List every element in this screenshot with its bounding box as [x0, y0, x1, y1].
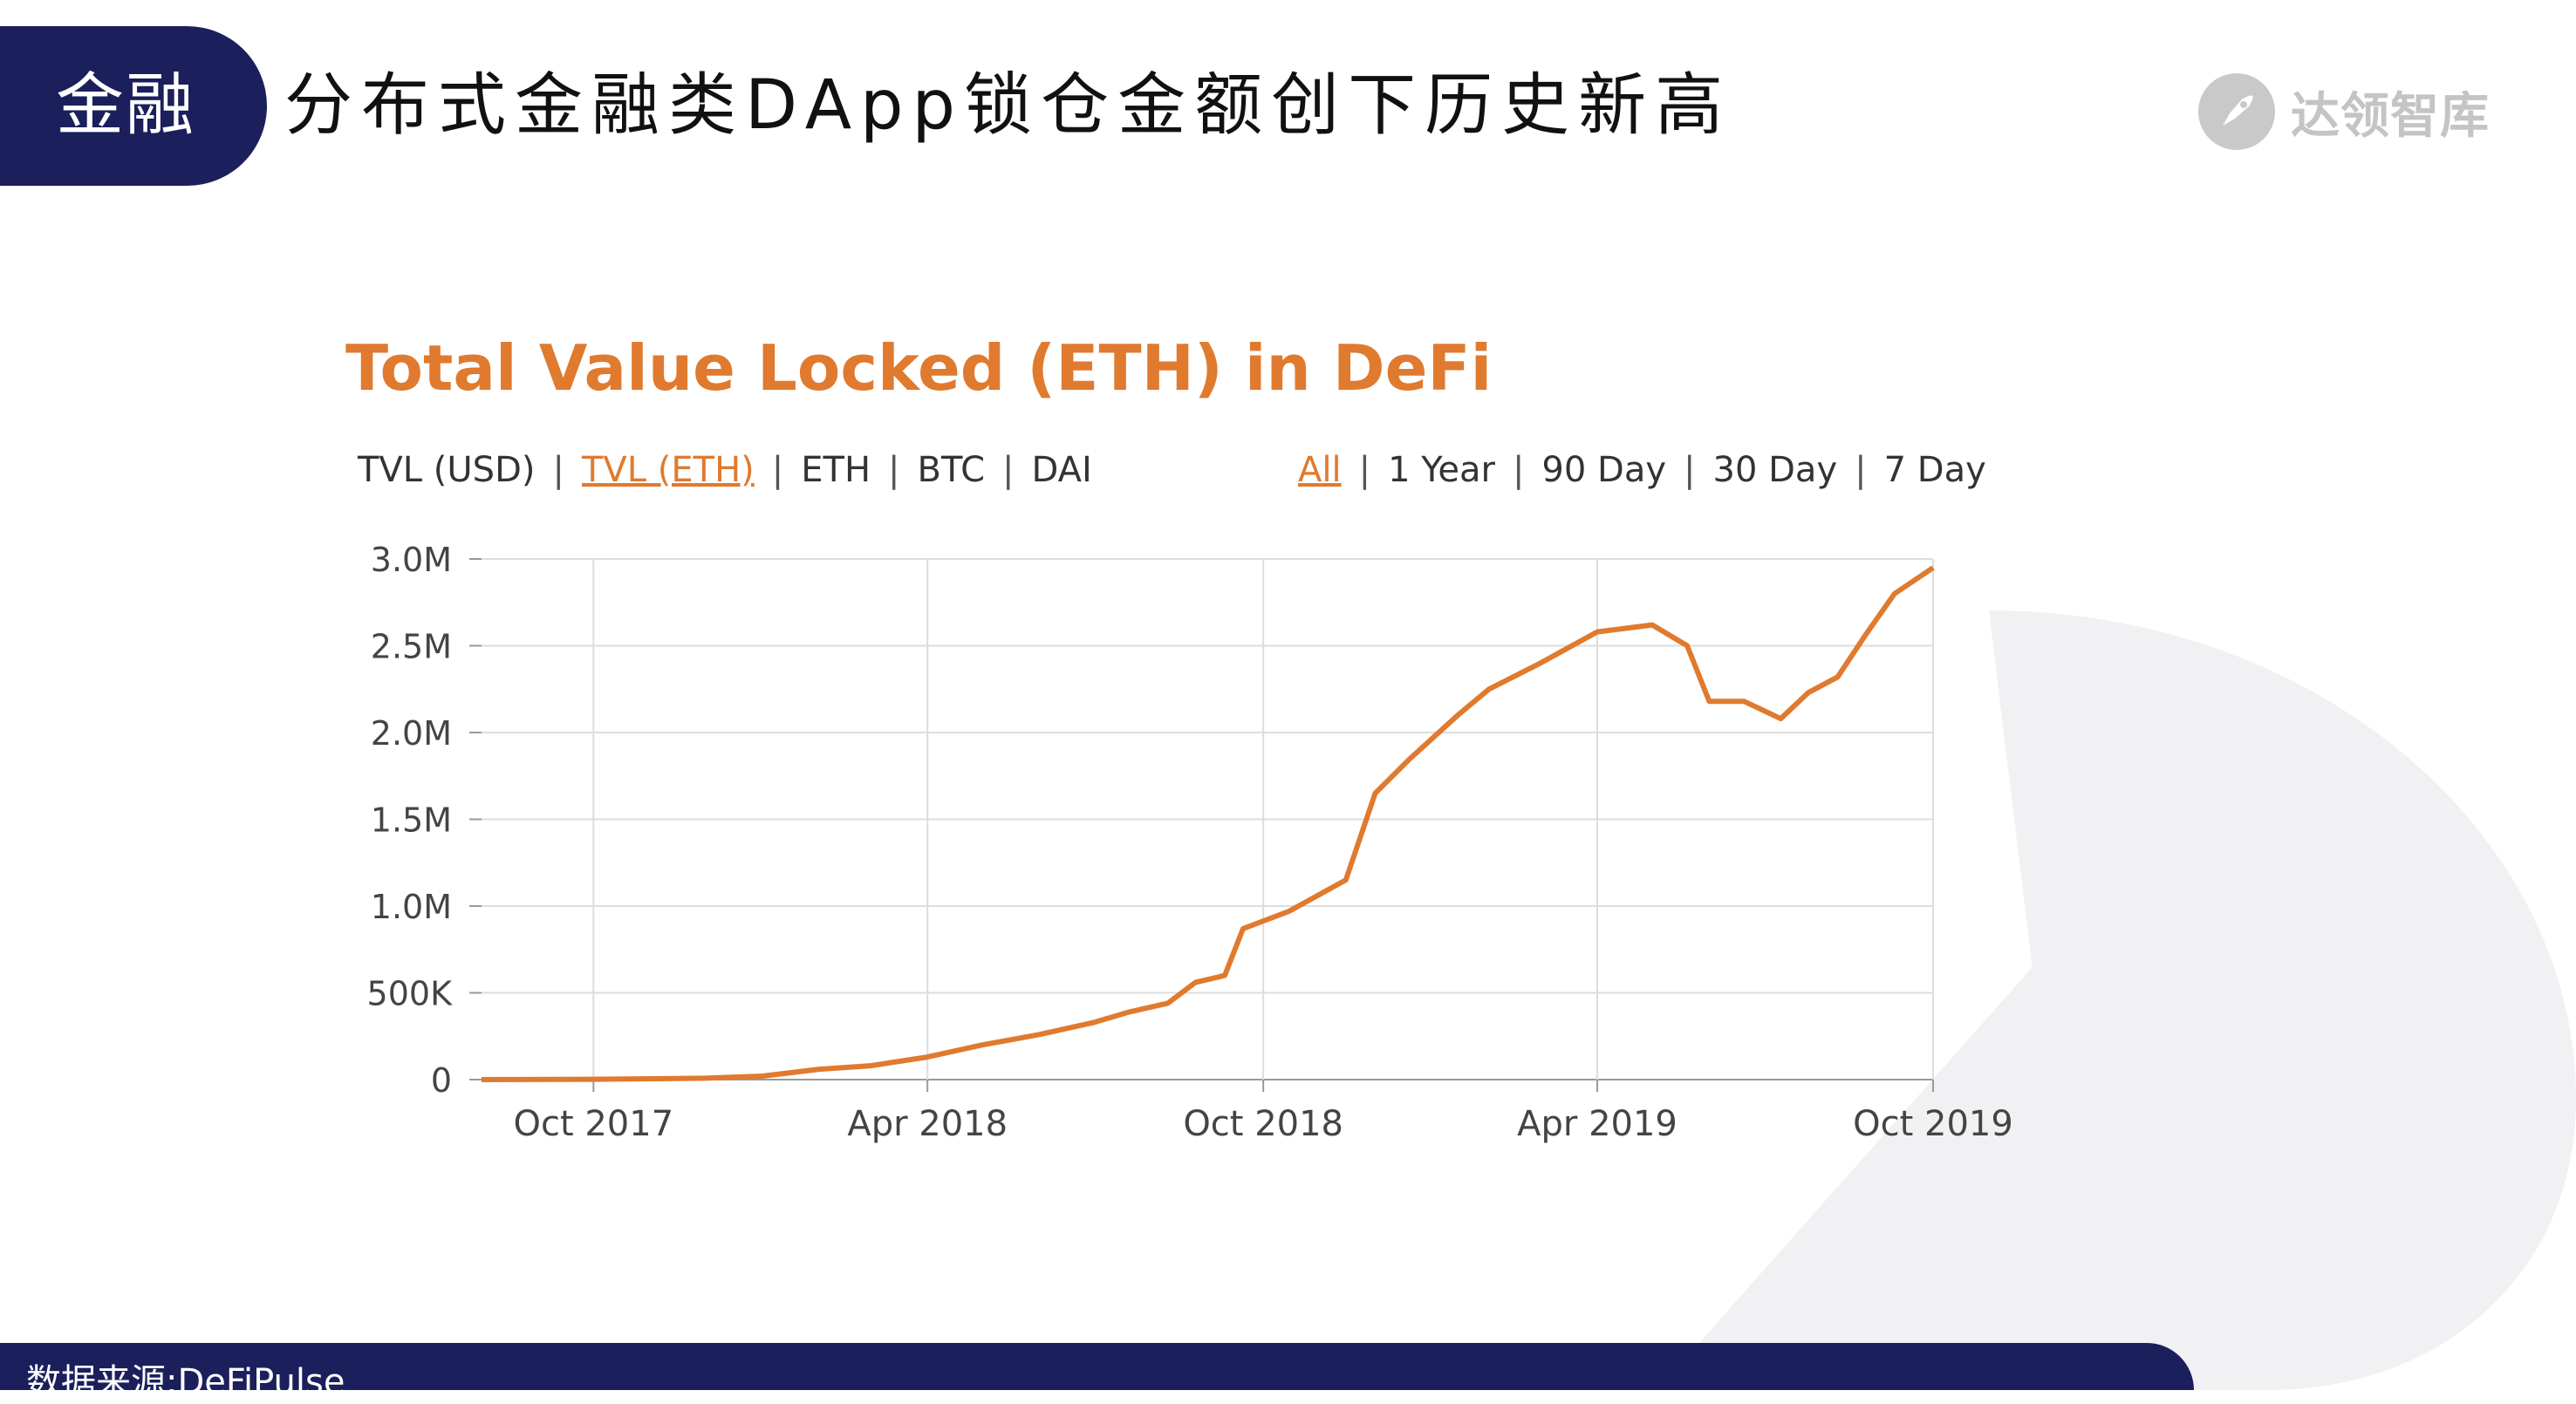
footer-bar	[0, 1343, 2194, 1390]
logo-text: 达领智库	[2291, 87, 2490, 145]
range-90-day[interactable]: 90 Day	[1541, 450, 1667, 490]
range-selector: All | 1 Year | 90 Day | 30 Day | 7 Day	[1298, 450, 1986, 490]
y-tick-label: 1.5M	[371, 801, 452, 840]
y-tick-label: 1.0M	[371, 888, 452, 926]
range-all[interactable]: All	[1298, 450, 1342, 490]
currency-selector: TVL (USD) | TVL (ETH) | ETH | BTC | DAI	[358, 450, 1092, 490]
tvl-eth-series-line	[481, 565, 1935, 1082]
watermark-shape	[1657, 610, 2576, 1390]
option-dai[interactable]: DAI	[1031, 450, 1092, 490]
option-tvl-usd[interactable]: TVL (USD)	[358, 450, 536, 490]
option-btc[interactable]: BTC	[917, 450, 985, 490]
separator: |	[1358, 450, 1371, 490]
separator: |	[888, 450, 900, 490]
x-tick-label: Apr 2019	[1517, 1104, 1677, 1144]
brand-logo: 达领智库	[2198, 68, 2490, 155]
rocket-icon	[2198, 73, 2275, 150]
range-30-day[interactable]: 30 Day	[1712, 450, 1838, 490]
x-tick-label: Oct 2017	[513, 1104, 673, 1144]
option-tvl-eth[interactable]: TVL (ETH)	[581, 450, 755, 490]
separator: |	[1512, 450, 1525, 490]
page-title: 分布式金融类DApp锁仓金额创下历史新高	[284, 66, 1732, 145]
range-7-day[interactable]: 7 Day	[1883, 450, 1986, 490]
y-tick-label: 500K	[367, 975, 454, 1013]
x-tick-label: Oct 2018	[1183, 1104, 1343, 1144]
range-1-year[interactable]: 1 Year	[1388, 450, 1495, 490]
separator: |	[771, 450, 784, 490]
x-tick-label: Oct 2019	[1853, 1104, 2013, 1144]
separator: |	[1684, 450, 1696, 490]
data-source: 数据来源:DeFiPulse	[26, 1362, 345, 1402]
y-tick-label: 2.5M	[371, 628, 452, 666]
chart-title: Total Value Locked (ETH) in DeFi	[345, 331, 1493, 405]
separator: |	[1855, 450, 1867, 490]
option-eth[interactable]: ETH	[801, 450, 871, 490]
x-tick-label: Apr 2018	[847, 1104, 1008, 1144]
y-tick-label: 2.0M	[371, 714, 452, 753]
section-tag: 金融	[0, 26, 267, 186]
y-tick-label: 3.0M	[371, 541, 452, 579]
y-tick-label: 0	[431, 1061, 452, 1100]
separator: |	[552, 450, 564, 490]
separator: |	[1002, 450, 1015, 490]
